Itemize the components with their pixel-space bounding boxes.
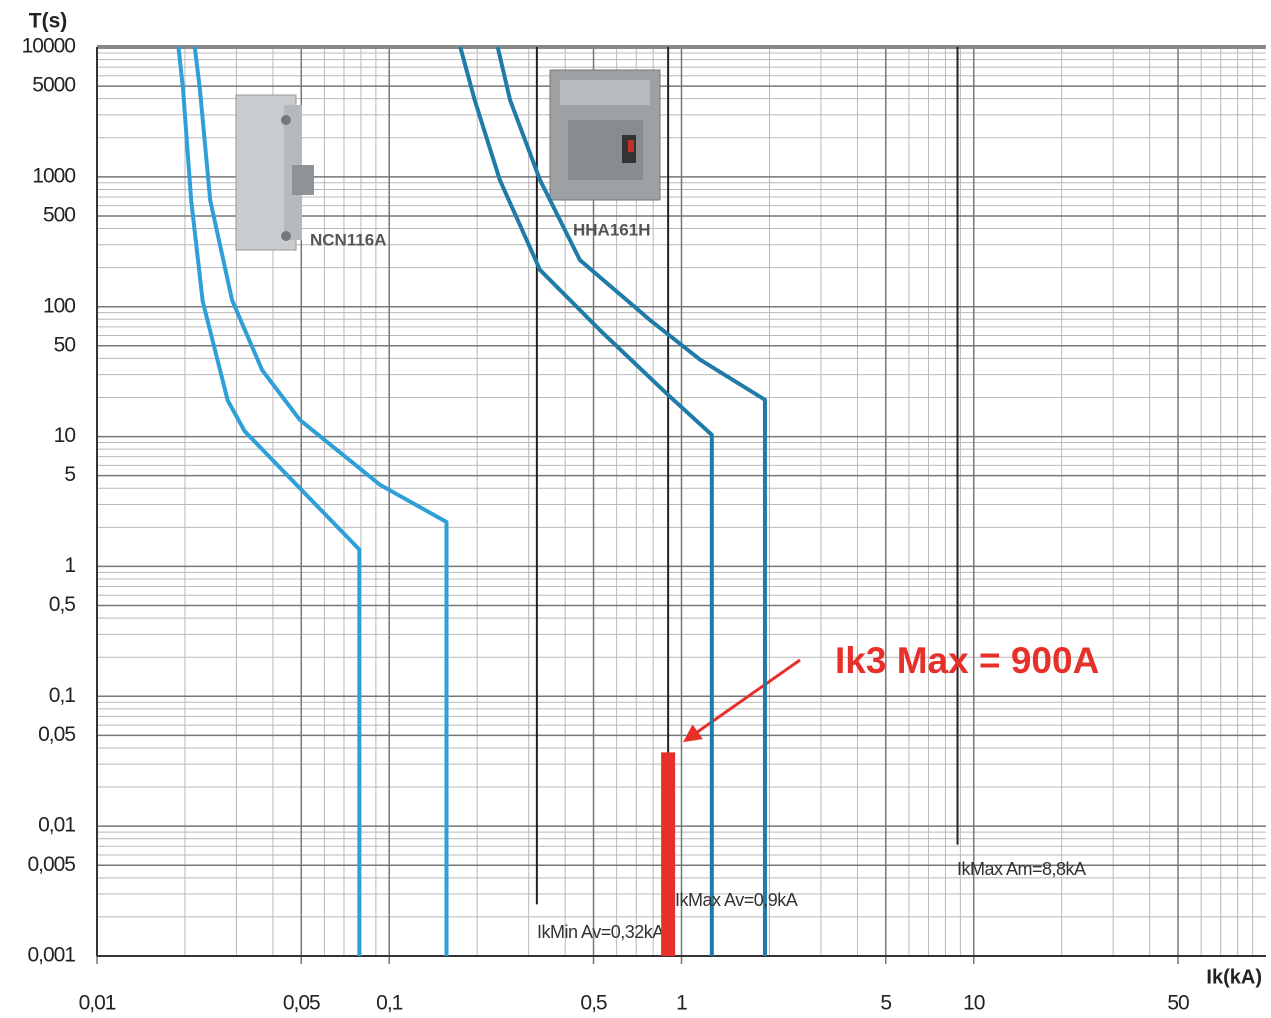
marker-label: IkMax Av=0,9kA (675, 890, 798, 910)
x-tick-label: 0,5 (580, 992, 607, 1015)
x-tick-label: 0,01 (79, 992, 116, 1015)
annotation-arrow (683, 658, 801, 743)
y-tick-label: 500 (43, 203, 75, 226)
y-tick-label: 10000 (22, 35, 76, 58)
highlight-bar (661, 752, 676, 956)
x-tick-label: 0,05 (283, 992, 320, 1015)
x-tick-label: 50 (1167, 992, 1189, 1015)
y-tick-label: 100 (43, 294, 75, 317)
y-tick-label: 0,001 (27, 944, 75, 967)
x-tick-label: 10 (963, 992, 985, 1015)
x-tick-label: 1 (676, 992, 687, 1015)
y-tick-label: 0,005 (27, 853, 75, 876)
curve (176, 46, 362, 956)
x-tick-label: 5 (880, 992, 891, 1015)
y-axis-title: T(s) (29, 10, 68, 33)
y-tick-label: 5000 (32, 74, 75, 97)
breaker-icon-small (235, 94, 314, 251)
curve (192, 46, 449, 956)
marker-label: IkMax Am=8,8kA (957, 859, 1086, 879)
y-tick-label: 5 (64, 463, 75, 486)
x-tick-label: 0,1 (376, 992, 403, 1015)
marker-label: IkMin Av=0,32kA (537, 922, 664, 942)
y-tick-label: 0,1 (49, 684, 76, 707)
grid (96, 46, 1266, 964)
highlight-label: Ik3 Max = 900A (835, 640, 1099, 681)
x-axis-title: Ik(kA) (1206, 966, 1262, 988)
device-label: NCN116A (310, 230, 387, 249)
y-tick-label: 0,05 (38, 723, 75, 746)
y-tick-label: 10 (54, 424, 76, 447)
breaker-icon-large (549, 69, 661, 201)
y-tick-label: 1000 (32, 164, 75, 187)
curve (458, 46, 714, 956)
device-label: HHA161H (573, 220, 650, 239)
y-tick-label: 1 (64, 554, 75, 577)
y-tick-label: 0,01 (38, 814, 75, 837)
y-tick-label: 50 (54, 333, 76, 356)
y-tick-label: 0,5 (49, 593, 76, 616)
curve (495, 46, 767, 956)
